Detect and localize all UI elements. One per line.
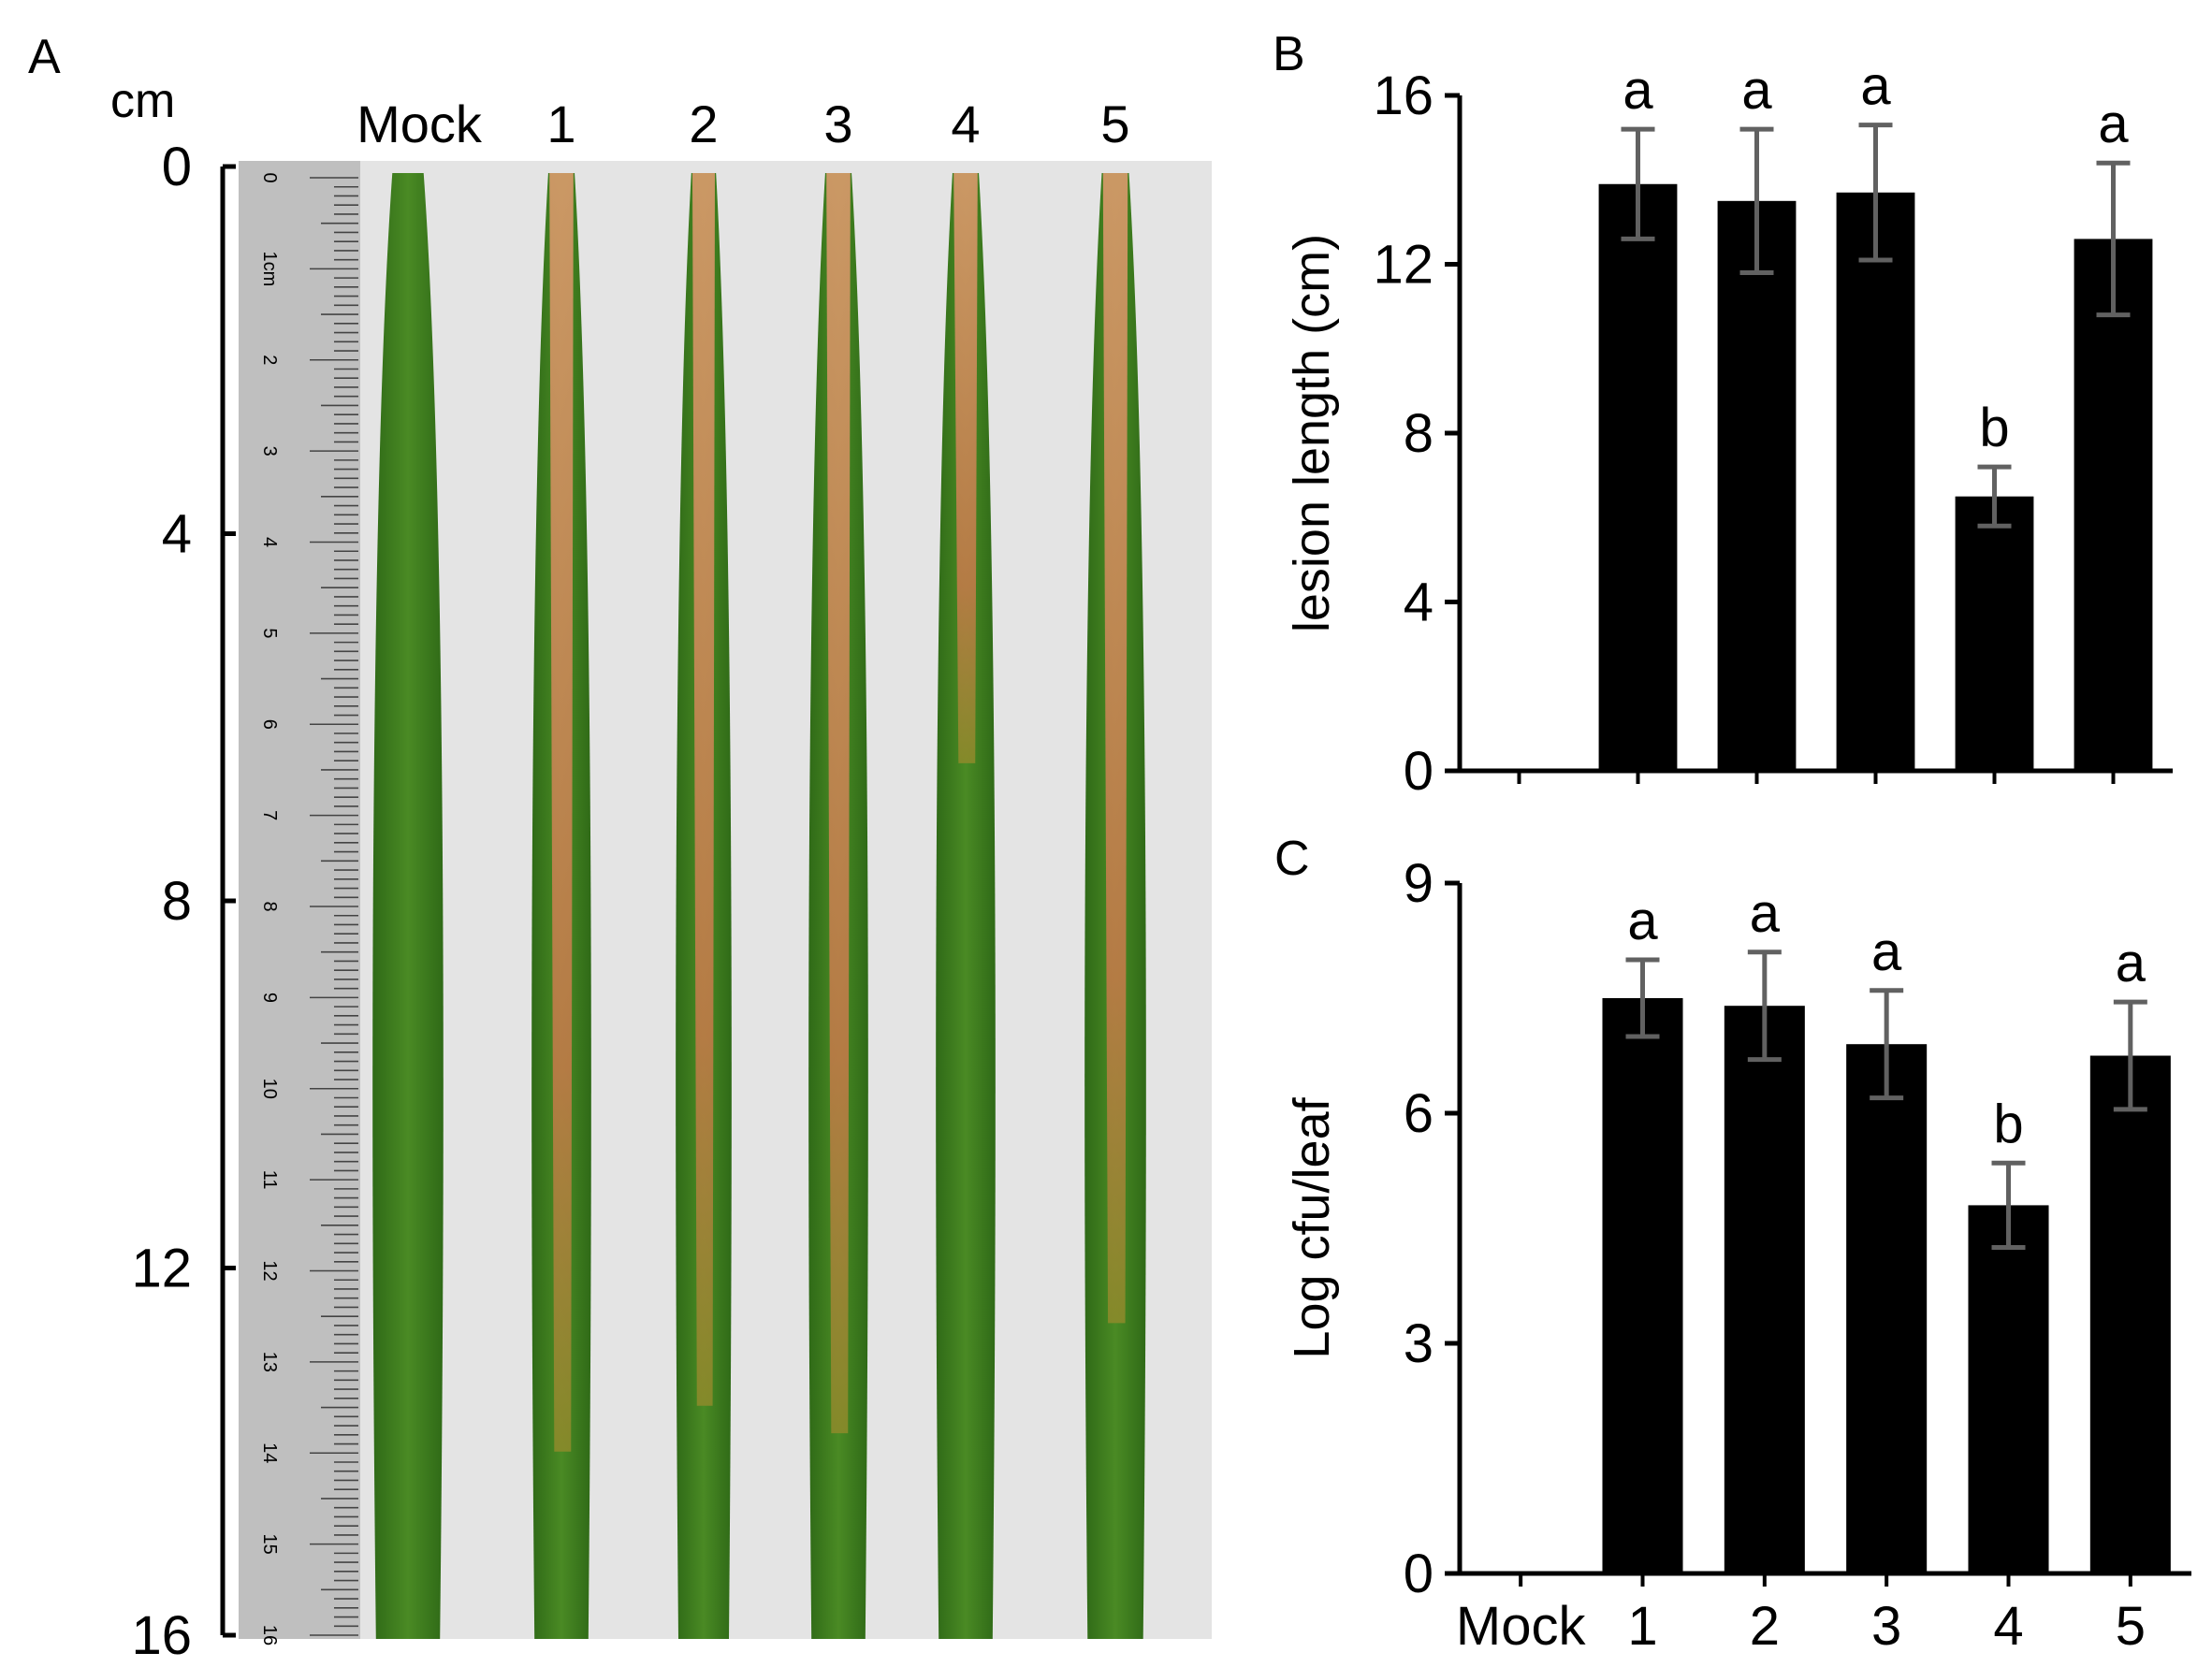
bar: [2089, 1055, 2171, 1573]
scale-tick-label: 8: [162, 871, 192, 932]
y-axis-label: lesion length (cm): [1284, 234, 1340, 632]
ruler-label: 3: [259, 446, 280, 457]
significance-label: a: [1871, 921, 1902, 982]
ruler-label: 4: [259, 537, 280, 547]
scale-tick-label: 4: [162, 504, 192, 565]
leaf-blade: [372, 173, 444, 1639]
y-tick-label: 12: [1373, 235, 1433, 296]
scale-tick-label: 0: [162, 137, 192, 197]
leaf-lesion: [1102, 173, 1128, 1324]
significance-label: a: [1750, 883, 1781, 944]
leaf-lesion: [549, 173, 574, 1452]
leaves: [372, 173, 1146, 1639]
x-tick-label: 2: [1750, 1596, 1780, 1657]
ruler-label: 15: [259, 1534, 280, 1555]
ruler-label: 10: [259, 1079, 280, 1099]
leaf-lesion: [953, 173, 978, 763]
ruler-label: 16: [259, 1625, 280, 1645]
ruler-label: 12: [259, 1260, 280, 1281]
x-tick-label: Mock: [1456, 1596, 1587, 1657]
leaf-blade: [936, 173, 996, 1639]
bar: [1968, 1205, 2049, 1573]
bar: [1602, 998, 1683, 1573]
y-tick-label: 4: [1404, 573, 1433, 633]
x-tick-label: 4: [1993, 1596, 2023, 1657]
leaf-lesion: [826, 173, 851, 1434]
y-tick-label: 8: [1404, 403, 1433, 464]
y-tick-label: 9: [1404, 853, 1433, 914]
y-tick-label: 16: [1373, 65, 1433, 126]
ruler-label: 2: [259, 355, 280, 365]
panel-label-c: C: [1274, 832, 1310, 886]
ruler-label: 6: [259, 719, 280, 730]
leaf-label: 3: [823, 94, 852, 153]
bar: [1955, 496, 2034, 771]
bar: [2074, 239, 2153, 772]
significance-label: a: [1741, 60, 1772, 121]
x-tick-label: 3: [1871, 1596, 1901, 1657]
ruler-label: 5: [259, 628, 280, 638]
ruler-label: 8: [259, 901, 280, 911]
ruler-label: 1cm: [259, 251, 280, 286]
ruler-labels: 0 1cm 2 3 4 5 6 7 8 9 10 11 12 13 14 15 16: [259, 172, 280, 1645]
significance-label: b: [1979, 398, 2009, 458]
significance-label: a: [1623, 60, 1653, 121]
chart-lesion-length: 0 4 8 12 16 lesion length (cm) a a a b a: [1284, 56, 2173, 802]
x-tick-label: 5: [2116, 1596, 2146, 1657]
significance-label: a: [2098, 94, 2129, 154]
bar: [1846, 1044, 1928, 1573]
panel-label-a: A: [28, 30, 61, 84]
leaf-label: 1: [546, 94, 575, 153]
significance-label: a: [1860, 56, 1891, 117]
bar: [1717, 200, 1797, 771]
ruler-label: 13: [259, 1352, 280, 1372]
bar: [1836, 192, 1915, 772]
significance-label: b: [1993, 1094, 2023, 1154]
bar: [1598, 183, 1678, 771]
y-tick-label: 6: [1404, 1083, 1433, 1144]
scale-unit-label: cm: [110, 74, 175, 128]
scale-tick-label: 16: [131, 1605, 192, 1666]
leaf-label: 5: [1100, 94, 1129, 153]
ruler-label: 11: [259, 1170, 280, 1190]
ruler-marks: [310, 177, 358, 1636]
ruler-label: 7: [259, 810, 280, 820]
panel-label-b: B: [1273, 27, 1305, 81]
y-tick-label: 0: [1404, 741, 1433, 802]
ruler: [239, 161, 360, 1639]
leaf-label: Mock: [357, 94, 483, 153]
y-tick-label: 0: [1404, 1544, 1433, 1604]
leaf-label: 4: [951, 94, 980, 153]
leaf-column-labels: Mock 1 2 3 4 5: [357, 94, 1129, 153]
scale-tick-label: 12: [131, 1239, 192, 1299]
ruler-label: 0: [259, 172, 280, 182]
y-axis-label: Log cfu/leaf: [1284, 1096, 1340, 1358]
photo-scale-axis: 0 4 8 12 16: [131, 137, 236, 1666]
leaf-lesion: [692, 173, 715, 1406]
x-tick-label: 1: [1627, 1596, 1657, 1657]
leaf-photo-panel: 0 1cm 2 3 4 5 6 7 8 9 10 11 12 13 14 15 16: [239, 161, 1212, 1645]
ruler-label: 14: [259, 1442, 280, 1463]
significance-label: a: [1627, 891, 1658, 951]
y-tick-label: 3: [1404, 1313, 1433, 1374]
ruler-label: 9: [259, 993, 280, 1003]
chart-log-cfu: 0 3 6 9 Log cfu/leaf Mock 1 a 2 a 3 a 4 b 5 a: [1284, 853, 2191, 1657]
bar: [1724, 1006, 1805, 1573]
significance-label: a: [2116, 933, 2147, 993]
leaf-label: 2: [689, 94, 718, 153]
